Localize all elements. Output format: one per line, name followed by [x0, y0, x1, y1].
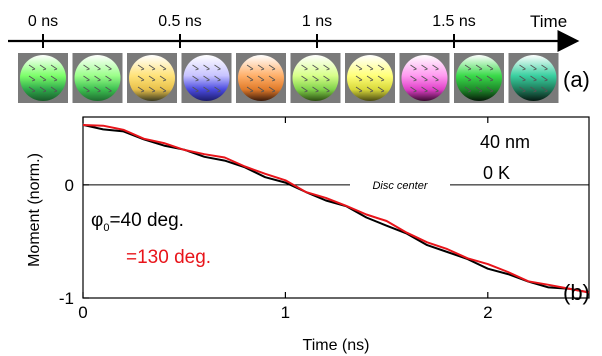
- y-ticks: 0 -1: [59, 176, 89, 308]
- disc-snapshot-8: [454, 53, 504, 103]
- panel-label-b: (b): [563, 280, 590, 305]
- moment-arrows: [83, 64, 112, 93]
- disc-center-label: Disc center: [372, 180, 428, 192]
- disc-snapshot-7: [399, 53, 450, 103]
- moment-arrows: [519, 64, 548, 93]
- x-tick-label-0: 0: [78, 303, 87, 322]
- timeline-tick-label-3: 1.5 ns: [432, 13, 476, 30]
- disc-snapshot-4: [236, 53, 286, 103]
- timeline-ticks: 0 ns 0.5 ns 1 ns 1.5 ns: [28, 13, 476, 48]
- series-lines: [82, 123, 590, 294]
- series-line-0: [82, 123, 590, 294]
- disc-snapshot-3: [181, 53, 232, 103]
- panel-label-a: (a): [563, 67, 590, 92]
- legend-series-red: =130 deg.: [126, 247, 211, 268]
- moment-arrows: [301, 64, 330, 93]
- disc-snapshot-1: [72, 53, 123, 103]
- x-axis-label: Time (ns): [303, 337, 370, 354]
- moment-arrows: [192, 64, 221, 93]
- disc-snapshot-6: [345, 53, 395, 103]
- plot-frame: [82, 116, 590, 299]
- y-tick-label-0: 0: [65, 176, 74, 195]
- y-axis-label: Moment (norm.): [26, 153, 43, 267]
- disc-snapshot-2: [127, 53, 177, 103]
- timeline-panel: 0 ns 0.5 ns 1 ns 1.5 ns Time (a): [8, 12, 590, 103]
- disc-snapshot-0: [18, 53, 68, 103]
- moment-arrows: [137, 64, 167, 93]
- timeline-tick-label-0: 0 ns: [28, 13, 58, 30]
- timeline-tick-label-2: 1 ns: [302, 13, 332, 30]
- legend-series-black: φ0=40 deg.: [91, 210, 184, 234]
- disc-snapshot-9: [508, 53, 559, 103]
- x-ticks: 0 1 2: [78, 117, 493, 322]
- time-axis-label: Time: [530, 12, 567, 31]
- disc-center-label-bg: [350, 177, 450, 192]
- x-tick-label-1: 1: [281, 303, 290, 322]
- y-tick-label-1: -1: [59, 289, 74, 308]
- series-line-1: [82, 124, 590, 294]
- annotation-temp: 0 K: [483, 163, 510, 183]
- timeline-tick-label-1: 0.5 ns: [158, 13, 202, 30]
- disc-snapshot-5: [290, 53, 341, 103]
- moment-arrows: [464, 64, 494, 93]
- moment-arrows: [355, 64, 385, 93]
- moment-arrows: [246, 64, 276, 93]
- annotation-size: 40 nm: [480, 132, 530, 152]
- x-tick-label-2: 2: [483, 303, 492, 322]
- disc-snapshots: [18, 53, 559, 103]
- moment-arrows: [28, 64, 58, 93]
- moment-arrows: [410, 64, 439, 93]
